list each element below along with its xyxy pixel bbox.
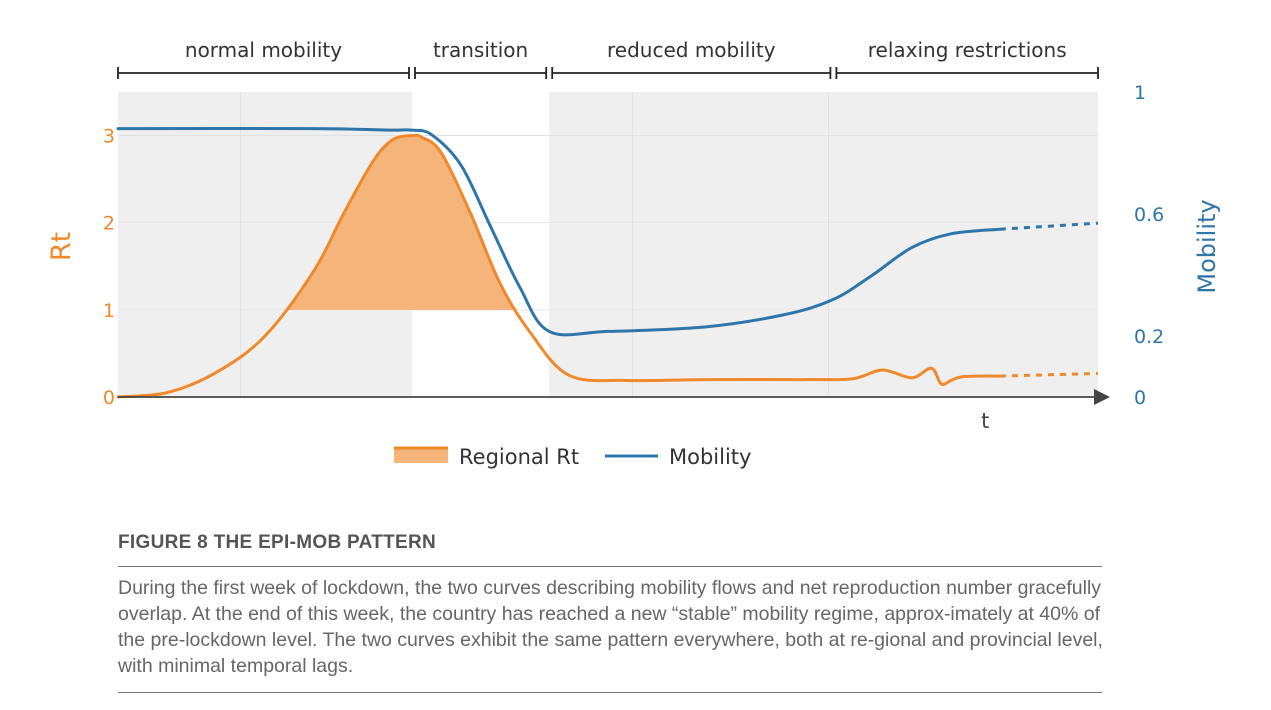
series-regional-rt: [116, 133, 1002, 399]
rt-peak-fill-0: [286, 135, 515, 310]
x-axis-arrow-icon: [1094, 389, 1110, 405]
series-mobility: [116, 126, 1002, 337]
figure-caption-title: FIGURE 8 THE EPI-MOB PATTERN: [118, 532, 437, 553]
x-axis-label: t: [981, 409, 989, 433]
phase-background-3: [833, 92, 1098, 397]
left-tick-label-2: 2: [103, 213, 115, 235]
caption-bottom-rule: [118, 692, 1102, 693]
caption-top-rule: [118, 566, 1102, 567]
phase-label-0: normal mobility: [185, 38, 342, 62]
legend-label-regional-rt: Regional Rt: [459, 445, 579, 469]
right-tick-label-3: 1: [1134, 82, 1146, 104]
series-lines: [116, 126, 1099, 399]
phase-label-2: reduced mobility: [607, 38, 776, 62]
legend-rt-swatch-fill: [394, 447, 448, 463]
series-regional-rt-projection: [999, 371, 1099, 378]
left-tick-label-0: 0: [103, 387, 115, 409]
phase-background-2: [549, 92, 834, 397]
phase-label-3: relaxing restrictions: [868, 38, 1067, 62]
right-tick-label-2: 0.6: [1134, 204, 1164, 226]
legend-label-mobility: Mobility: [669, 445, 751, 469]
right-axis-label: Mobility: [1193, 199, 1221, 293]
left-tick-label-3: 3: [103, 126, 115, 148]
rt-fill-area: [286, 135, 515, 310]
left-tick-label-1: 1: [103, 300, 115, 322]
figure-caption-text: During the first week of lockdown, the t…: [118, 577, 1103, 677]
axes: t 0 1 2 3 Rt 0 0.2 0.6 1 Mobility: [46, 82, 1221, 433]
right-tick-label-0: 0: [1134, 387, 1146, 409]
phase-backgrounds: [118, 92, 1098, 397]
series-mobility-projection: [999, 221, 1099, 231]
phase-brackets: normal mobility transition reduced mobilit…: [117, 38, 1099, 79]
legend: Regional Rt Mobility: [394, 445, 751, 469]
epi-mob-chart: t 0 1 2 3 Rt 0 0.2 0.6 1 Mobility normal mobility t…: [46, 38, 1221, 469]
phase-label-1: transition: [433, 38, 528, 62]
left-axis-label: Rt: [46, 232, 77, 261]
right-tick-label-1: 0.2: [1134, 326, 1164, 348]
